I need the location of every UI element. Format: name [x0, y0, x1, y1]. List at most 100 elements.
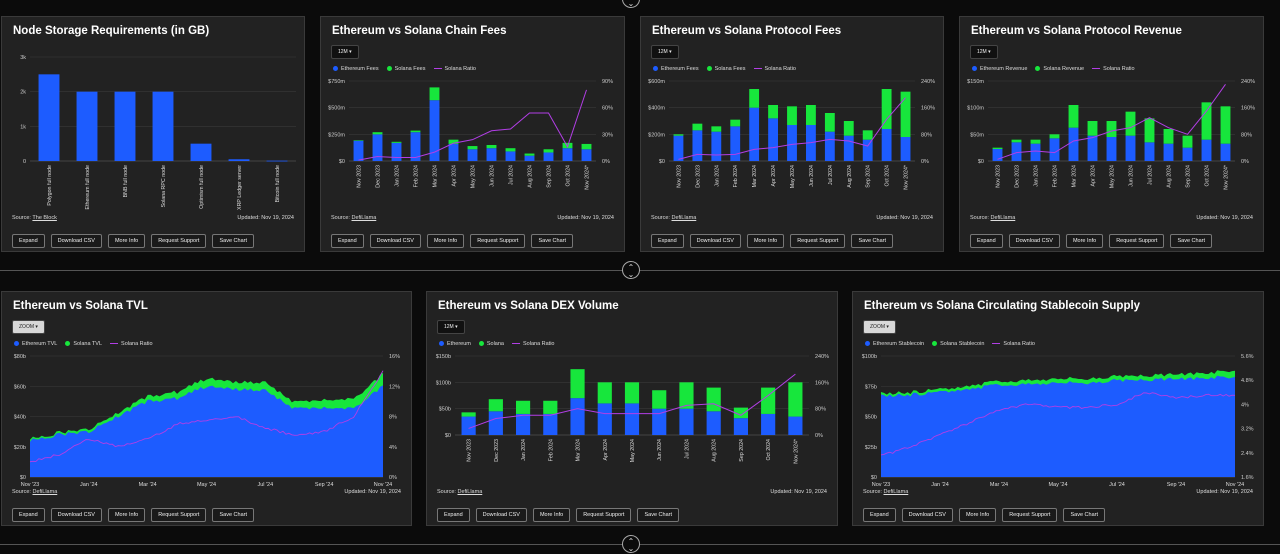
area-eth	[30, 385, 383, 477]
plot-area: $0 $50m $100m $150m 0% 80% 160% 240% Nov 2023 Dec…	[967, 79, 1255, 190]
bar	[152, 91, 174, 161]
source-link[interactable]: DefiLlama	[883, 489, 909, 495]
x-tick-label: Jan '24	[931, 482, 949, 488]
legend-label: Ethereum Revenue	[980, 66, 1028, 72]
expand-button[interactable]: Expand	[863, 508, 896, 522]
y2-tick-label: 16%	[389, 354, 400, 360]
chart-protocol-fees: $0 $200m $400m $600m 0% 80% 160% 240% Nov 2023 De…	[648, 79, 935, 190]
y2-tick-label: 2.4%	[1241, 451, 1254, 457]
bar-sol	[900, 91, 911, 137]
x-tick-label: Mar '24	[990, 482, 1008, 488]
bar-eth	[843, 135, 854, 161]
legend-item: Solana TVL	[65, 341, 102, 347]
x-tick-label: May 2024	[630, 439, 636, 462]
download-csv-button[interactable]: Download CSV	[50, 234, 102, 248]
source-link[interactable]: DefiLlama	[351, 215, 377, 221]
bar-eth	[881, 129, 892, 161]
download-csv-button[interactable]: Download CSV	[901, 508, 953, 522]
expand-button[interactable]: Expand	[651, 234, 684, 248]
expand-button[interactable]: Expand	[12, 508, 45, 522]
download-csv-button[interactable]: Download CSV	[50, 508, 102, 522]
save-chart-button[interactable]: Save Chart	[212, 508, 254, 522]
ratio-line	[880, 392, 1236, 456]
request-support-button[interactable]: Request Support	[790, 234, 846, 248]
legend-label: Solana Stablecoin	[940, 341, 985, 347]
save-chart-button[interactable]: Save Chart	[212, 234, 254, 248]
more-info-button[interactable]: More Info	[532, 508, 571, 522]
range-dropdown[interactable]: ZOOM ▾	[863, 320, 896, 334]
download-csv-button[interactable]: Download CSV	[689, 234, 741, 248]
save-chart-button[interactable]: Save Chart	[637, 508, 679, 522]
bar-sol	[730, 119, 741, 127]
updated-date: Updated: Nov 19, 2024	[237, 215, 294, 221]
plot-area: $0 $20b $40b $60b $80b 0% 4% 8% 12% 16% Nov '23 Jan…	[14, 354, 400, 488]
y2-tick-label: 4%	[389, 445, 397, 451]
y2-tick-label: 0%	[815, 433, 823, 439]
range-dropdown[interactable]: 12M ▾	[970, 45, 998, 59]
y2-tick-label: 30%	[602, 132, 613, 138]
source-link[interactable]: DefiLlama	[671, 215, 697, 221]
request-support-button[interactable]: Request Support	[151, 508, 207, 522]
bar	[228, 159, 250, 161]
source-link[interactable]: DefiLlama	[32, 489, 58, 495]
source-link[interactable]: DefiLlama	[990, 215, 1016, 221]
y2-tick-label: 5.6%	[1241, 354, 1254, 360]
save-chart-button[interactable]: Save Chart	[1063, 508, 1105, 522]
more-info-button[interactable]: More Info	[1065, 234, 1104, 248]
x-tick-label: Jul 2024	[828, 165, 834, 185]
y-tick-label: $50b	[439, 407, 451, 413]
bar-eth	[562, 148, 573, 161]
bar-eth	[1011, 142, 1022, 161]
bar-sol	[410, 130, 421, 133]
updated-date: Updated: Nov 19, 2024	[1196, 215, 1253, 221]
bar	[76, 91, 98, 161]
save-chart-button[interactable]: Save Chart	[531, 234, 573, 248]
download-csv-button[interactable]: Download CSV	[475, 508, 527, 522]
expand-toggle-bottom[interactable]: ⌃ ⌄	[622, 535, 640, 553]
request-support-button[interactable]: Request Support	[576, 508, 632, 522]
more-info-button[interactable]: More Info	[426, 234, 465, 248]
legend-item: Ethereum Fees	[653, 66, 699, 72]
source-label: Source:	[651, 215, 670, 221]
expand-button[interactable]: Expand	[12, 234, 45, 248]
legend-label: Solana Ratio	[523, 341, 555, 347]
bar-sol	[692, 123, 703, 131]
expand-button[interactable]: Expand	[331, 234, 364, 248]
expand-toggle-top[interactable]: ⌃⌄	[622, 0, 640, 8]
request-support-button[interactable]: Request Support	[151, 234, 207, 248]
more-info-button[interactable]: More Info	[958, 508, 997, 522]
range-dropdown[interactable]: 12M ▾	[651, 45, 679, 59]
download-csv-button[interactable]: Download CSV	[1008, 234, 1060, 248]
request-support-button[interactable]: Request Support	[470, 234, 526, 248]
save-chart-button[interactable]: Save Chart	[1170, 234, 1212, 248]
bar-eth	[1030, 143, 1041, 161]
legend-label: Ethereum	[447, 341, 471, 347]
x-tick-label: BNB full node	[123, 165, 129, 197]
more-info-button[interactable]: More Info	[107, 234, 146, 248]
bar-sol	[761, 387, 776, 414]
more-info-button[interactable]: More Info	[746, 234, 785, 248]
y2-tick-label: 80%	[815, 407, 826, 413]
y-tick-label: $50m	[970, 132, 984, 138]
expand-button[interactable]: Expand	[970, 234, 1003, 248]
source-link[interactable]: The Block	[32, 215, 57, 221]
expand-toggle[interactable]: ⌃ ⌄	[622, 261, 640, 279]
request-support-button[interactable]: Request Support	[1002, 508, 1058, 522]
range-dropdown[interactable]: 12M ▾	[437, 320, 465, 334]
bar-sol	[788, 382, 803, 417]
more-info-button[interactable]: More Info	[107, 508, 146, 522]
save-chart-button[interactable]: Save Chart	[851, 234, 893, 248]
source-link[interactable]: DefiLlama	[457, 489, 483, 495]
x-tick-label: Jun 2024	[809, 165, 815, 187]
chart-actions: Expand Download CSV More Info Request Suppo…	[970, 229, 1218, 248]
source-label: Source:	[12, 215, 31, 221]
expand-button[interactable]: Expand	[437, 508, 470, 522]
y2-tick-label: 8%	[389, 415, 397, 421]
range-dropdown[interactable]: ZOOM ▾	[12, 320, 45, 334]
range-dropdown[interactable]: 12M ▾	[331, 45, 359, 59]
request-support-button[interactable]: Request Support	[1109, 234, 1165, 248]
bar-eth	[1125, 135, 1136, 161]
y-tick-label: $20b	[14, 445, 26, 451]
x-tick-label: Jan '24	[80, 482, 98, 488]
download-csv-button[interactable]: Download CSV	[369, 234, 421, 248]
